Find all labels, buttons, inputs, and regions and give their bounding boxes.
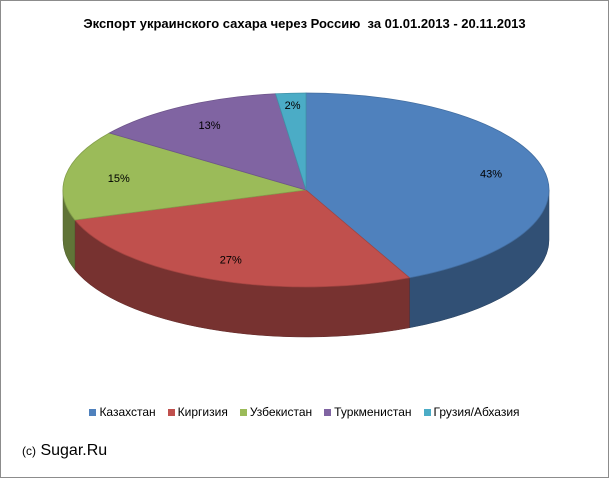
slice-label-0: 43%: [480, 168, 502, 180]
legend-swatch: [167, 408, 175, 416]
legend: Казахстан Киргизия Узбекистан Туркменистан Г…: [1, 405, 608, 419]
legend-label: Киргизия: [177, 405, 228, 419]
legend-swatch: [423, 408, 431, 416]
legend-swatch: [324, 408, 332, 416]
pie-slice-2: [62, 132, 307, 221]
legend-label: Туркменистан: [334, 405, 412, 419]
slice-label-4: 2%: [285, 100, 301, 112]
legend-swatch: [89, 408, 97, 416]
slice-label-3: 13%: [199, 120, 221, 132]
legend-swatch: [239, 408, 247, 416]
slice-label-2: 15%: [108, 173, 130, 185]
legend-item: Грузия/Абхазия: [423, 405, 520, 419]
legend-item: Киргизия: [167, 405, 228, 419]
legend-item: Туркменистан: [324, 405, 412, 419]
legend-item: Казахстан: [89, 405, 156, 419]
legend-label: Узбекистан: [249, 405, 313, 419]
slice-label-1: 27%: [220, 254, 242, 266]
pie-slice-1: [74, 189, 411, 288]
pie-slice-4: [275, 92, 307, 191]
pie-slice-3: [108, 93, 307, 191]
legend-label: Грузия/Абхазия: [433, 405, 520, 419]
pie-slice-0: [305, 92, 550, 279]
credit-text: Sugar.Ru: [40, 442, 108, 459]
credit-prefix: (c): [22, 444, 36, 458]
credit: (c) Sugar.Ru: [22, 442, 107, 460]
legend-label: Казахстан: [99, 405, 156, 419]
legend-item: Узбекистан: [239, 405, 313, 419]
chart-title: Экспорт украинского сахара через Россию …: [83, 16, 526, 31]
